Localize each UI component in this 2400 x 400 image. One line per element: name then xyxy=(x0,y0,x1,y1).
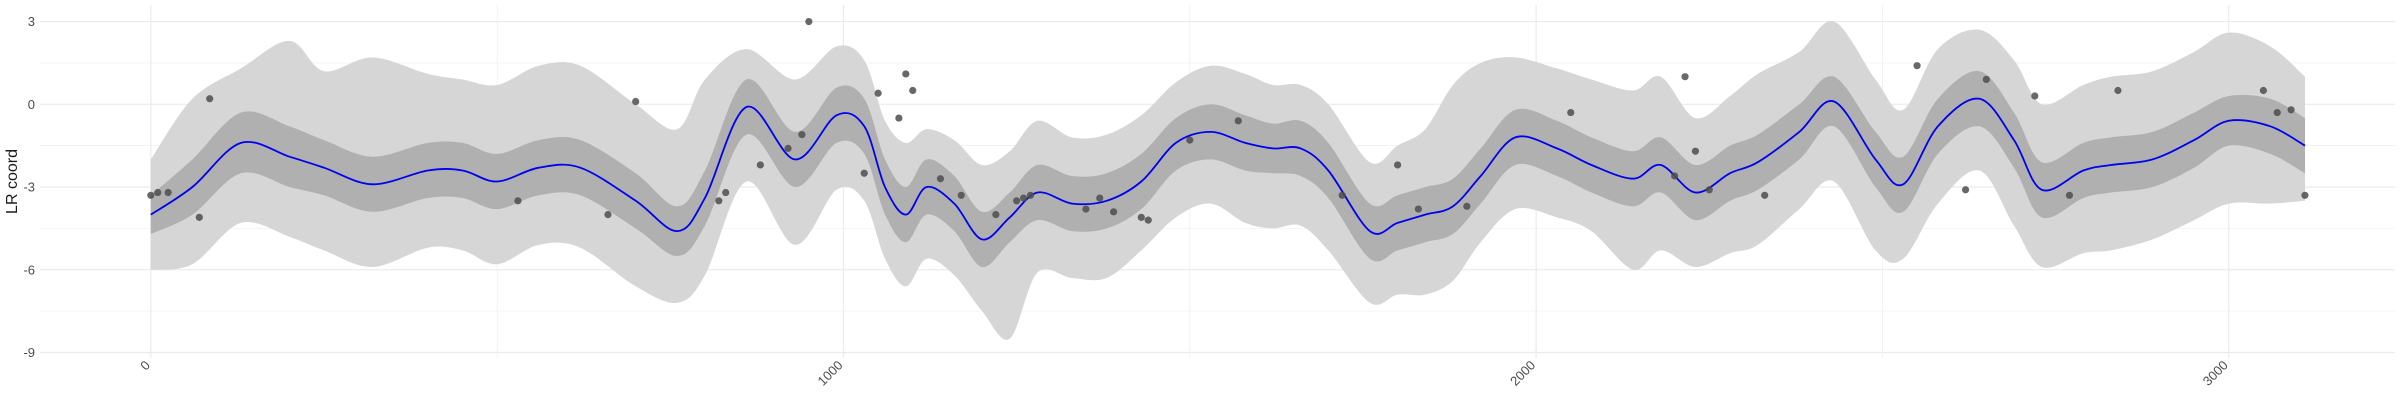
observation-point xyxy=(195,213,203,221)
mean-line-layer xyxy=(150,97,2306,241)
observation-point xyxy=(722,188,730,197)
observation-point xyxy=(1019,194,1028,202)
observation-point xyxy=(1234,117,1242,125)
observation-point xyxy=(2273,108,2281,117)
observation-point xyxy=(874,89,882,97)
x-tick-label: 1000 xyxy=(815,358,846,389)
observation-points xyxy=(147,17,2309,224)
inner-interval-band xyxy=(150,70,2305,268)
observation-point xyxy=(1567,108,1575,117)
observation-point xyxy=(1144,216,1152,224)
observation-point xyxy=(1671,172,1679,180)
observation-point xyxy=(895,114,903,122)
observation-point xyxy=(1691,147,1700,155)
observation-point xyxy=(936,175,945,183)
observation-point xyxy=(1082,205,1090,213)
y-axis-ticks: -9 -6 -3 0 3 xyxy=(23,14,35,360)
observation-point xyxy=(715,197,723,205)
observation-point xyxy=(902,70,910,78)
observation-point xyxy=(992,210,1000,219)
observation-point xyxy=(1096,194,1104,202)
observation-point xyxy=(1026,191,1035,199)
observation-point xyxy=(1110,208,1118,216)
observation-point xyxy=(2114,86,2122,95)
observation-point xyxy=(1463,202,1471,210)
observation-point xyxy=(1681,73,1689,81)
observation-point xyxy=(784,144,792,153)
observation-point xyxy=(2065,191,2074,199)
y-tick-label: -9 xyxy=(23,345,35,360)
x-axis-ticks: 0 1000 2000 3000 xyxy=(137,358,2231,389)
observation-point xyxy=(957,191,965,199)
observation-point xyxy=(164,188,172,197)
observation-point xyxy=(1761,191,1769,199)
observation-point xyxy=(1013,197,1021,205)
observation-point xyxy=(1913,62,1921,70)
observation-point xyxy=(1338,191,1346,199)
observation-point xyxy=(860,169,868,177)
observation-point xyxy=(206,95,214,103)
observation-point xyxy=(1982,75,1990,84)
y-tick-label: 0 xyxy=(28,97,35,112)
observation-point xyxy=(1393,161,1402,169)
observation-point xyxy=(154,188,162,197)
observation-point xyxy=(2259,86,2267,95)
observation-point xyxy=(1414,205,1422,213)
observation-point xyxy=(1705,186,1713,194)
outer-interval-band xyxy=(150,20,2305,340)
posterior-mean-line xyxy=(150,97,2306,241)
observation-point xyxy=(2301,191,2309,199)
x-tick-label: 3000 xyxy=(2200,358,2231,389)
observation-point xyxy=(1961,186,1970,194)
observation-point xyxy=(798,131,806,139)
credible-bands xyxy=(150,20,2305,340)
observation-point xyxy=(1186,136,1194,144)
observation-point xyxy=(604,210,612,219)
y-tick-label: -3 xyxy=(23,180,35,195)
observation-point xyxy=(2031,92,2039,100)
y-axis-label: LR coord xyxy=(4,149,21,214)
observation-point xyxy=(632,97,640,106)
observation-point xyxy=(756,161,764,169)
observation-point xyxy=(514,197,522,205)
x-tick-label: 2000 xyxy=(1507,358,1538,389)
observation-point xyxy=(805,17,813,26)
observation-point xyxy=(2287,106,2295,114)
observation-point xyxy=(1137,213,1145,221)
x-tick-label: 0 xyxy=(137,358,153,374)
y-tick-label: -6 xyxy=(23,262,35,277)
y-tick-label: 3 xyxy=(28,14,35,29)
observation-point xyxy=(147,191,155,199)
observation-point xyxy=(909,86,917,95)
